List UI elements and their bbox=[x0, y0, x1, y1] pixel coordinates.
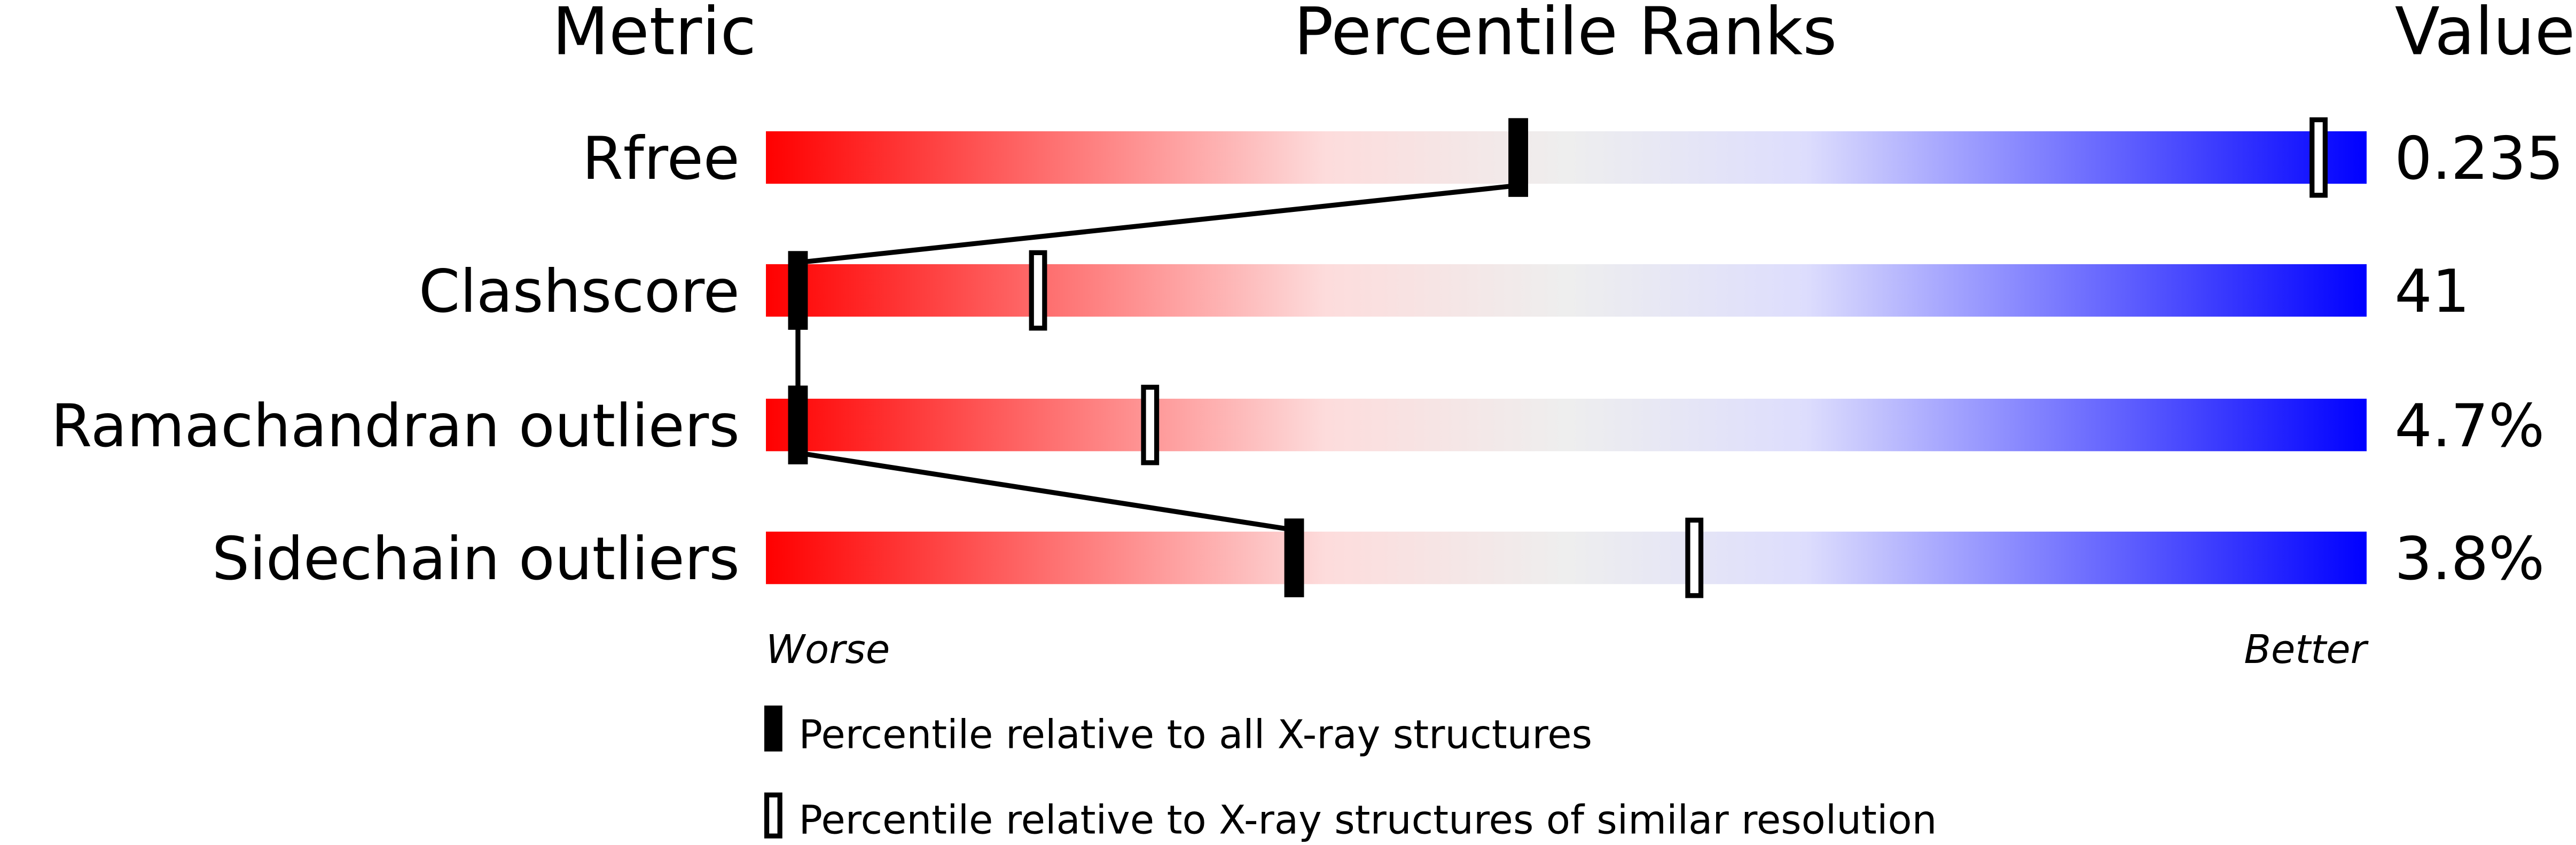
metric-label: Sidechain outliers bbox=[212, 525, 740, 594]
better-label: Better bbox=[2244, 627, 2369, 673]
legend-open-label: Percentile relative to X-ray structures … bbox=[799, 797, 1937, 843]
legend-open-marker bbox=[764, 792, 782, 839]
metric-label: Rfree bbox=[582, 124, 740, 193]
header-metric: Metric bbox=[552, 0, 756, 69]
all-structures-marker bbox=[1508, 118, 1529, 197]
header-value: Value bbox=[2395, 0, 2575, 69]
metric-label: Ramachandran outliers bbox=[51, 392, 739, 461]
legend-filled-marker bbox=[764, 705, 782, 752]
all-structures-marker bbox=[1284, 518, 1304, 597]
connector-line bbox=[797, 450, 1295, 533]
percentile-bar bbox=[766, 531, 2367, 585]
similar-resolution-marker bbox=[1141, 384, 1160, 465]
all-structures-marker bbox=[788, 385, 808, 464]
worse-label: Worse bbox=[766, 627, 890, 673]
legend-filled-label: Percentile relative to all X-ray structu… bbox=[799, 713, 1593, 758]
metric-value: 0.235 bbox=[2394, 124, 2564, 193]
all-structures-marker bbox=[788, 251, 808, 330]
metric-label: Clashscore bbox=[419, 257, 740, 326]
percentile-bar bbox=[766, 398, 2367, 452]
header-percentile-ranks: Percentile Ranks bbox=[1294, 0, 1837, 69]
metric-value: 4.7% bbox=[2394, 392, 2544, 461]
similar-resolution-marker bbox=[1685, 517, 1704, 598]
metric-value: 3.8% bbox=[2394, 525, 2544, 594]
similar-resolution-marker bbox=[1029, 250, 1047, 331]
similar-resolution-marker bbox=[2309, 117, 2328, 198]
connector-line bbox=[797, 183, 1519, 265]
percentile-bar bbox=[766, 264, 2367, 317]
percentile-bar bbox=[766, 131, 2367, 184]
metric-value: 41 bbox=[2394, 257, 2470, 326]
